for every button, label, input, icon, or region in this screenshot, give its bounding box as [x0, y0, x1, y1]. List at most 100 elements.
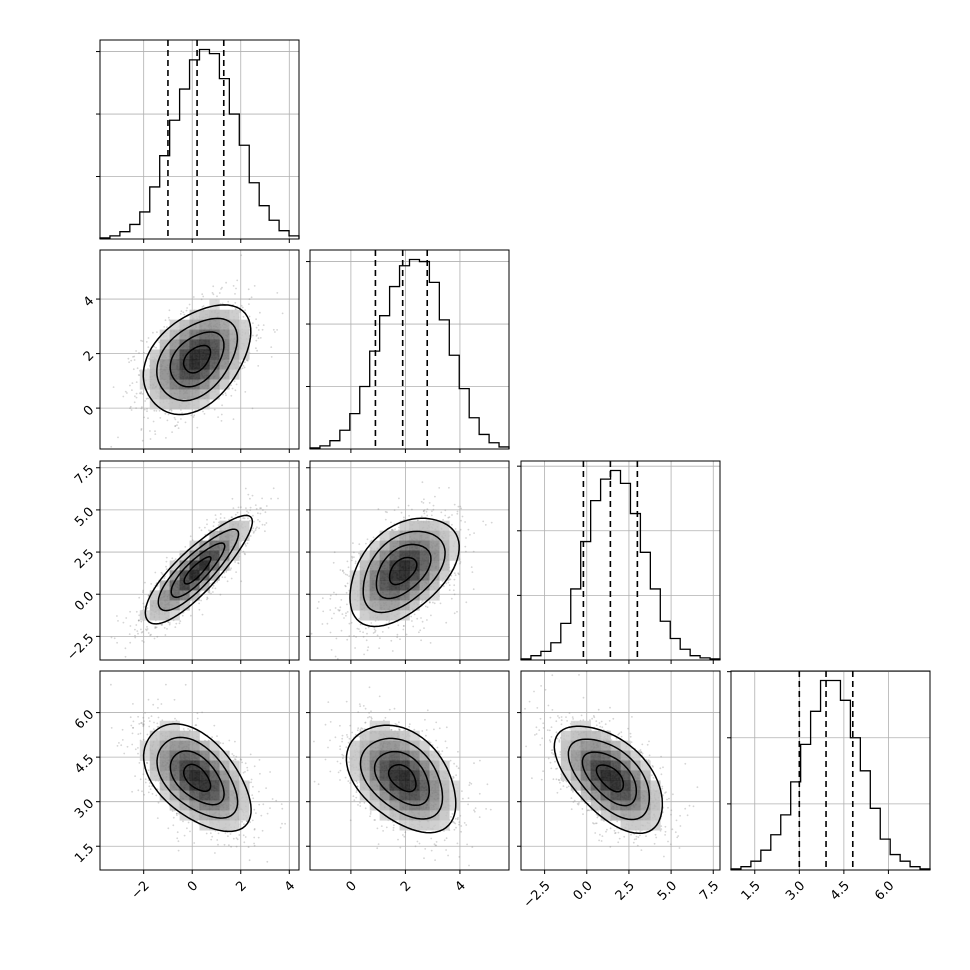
density-cell	[209, 299, 220, 310]
scatter-point	[358, 552, 360, 555]
scatter-point	[423, 512, 426, 515]
scatter-point	[260, 507, 262, 510]
density-cell	[199, 369, 210, 380]
scatter-point	[235, 287, 237, 290]
density-cell	[209, 349, 220, 360]
scatter-point	[174, 626, 177, 628]
density-cell	[199, 339, 210, 350]
scatter-point	[422, 502, 425, 504]
density-cell	[229, 359, 240, 370]
scatter-point	[244, 309, 247, 312]
scatter-point	[265, 522, 268, 524]
scatter-point	[192, 416, 195, 418]
scatter-point	[330, 649, 333, 651]
scatter-point	[240, 580, 243, 583]
scatter-point	[453, 593, 456, 596]
scatter-point	[175, 622, 178, 625]
scatter-point	[255, 335, 258, 337]
scatter-point	[207, 591, 210, 593]
scatter-point	[365, 639, 368, 642]
scatter-point	[473, 532, 475, 534]
scatter-point	[177, 421, 179, 424]
scatter-point	[448, 584, 451, 587]
density-cell	[179, 319, 190, 330]
scatter-point	[149, 634, 152, 637]
scatter-point	[141, 340, 144, 342]
scatter-panel-0-2	[96, 460, 300, 664]
scatter-point	[445, 621, 448, 624]
density-grid	[139, 520, 250, 621]
scatter-point	[147, 337, 150, 339]
scatter-point	[470, 566, 473, 568]
scatter-point	[177, 427, 180, 429]
scatter-point	[346, 603, 348, 606]
scatter-point	[189, 535, 192, 538]
scatter-point	[334, 655, 337, 658]
scatter-point	[237, 562, 240, 565]
scatter-point	[245, 507, 247, 509]
scatter-point	[420, 601, 423, 604]
scatter-point	[270, 497, 272, 500]
scatter-point	[130, 359, 133, 362]
scatter-point	[348, 635, 351, 637]
scatter-point	[221, 286, 223, 289]
scatter-point	[367, 646, 370, 649]
scatter-point	[166, 419, 169, 422]
scatter-point	[426, 606, 429, 608]
scatter-point	[258, 520, 261, 523]
scatter-point	[424, 605, 427, 608]
scatter-point	[110, 445, 113, 448]
density-cell	[179, 369, 190, 380]
scatter-point	[168, 409, 171, 412]
scatter-point	[235, 308, 237, 310]
scatter-point	[252, 322, 254, 324]
scatter-point	[454, 574, 457, 577]
scatter-point	[235, 571, 238, 573]
scatter-point	[154, 626, 157, 629]
scatter-point	[346, 560, 349, 563]
scatter-point	[396, 633, 399, 636]
scatter-point	[141, 630, 144, 633]
scatter-point	[212, 584, 215, 587]
scatter-point	[163, 627, 166, 629]
scatter-point	[122, 621, 125, 624]
scatter-point	[362, 635, 365, 638]
density-cell	[239, 520, 250, 531]
density-cell	[179, 339, 190, 350]
scatter-point	[201, 293, 204, 296]
scatter-point	[219, 517, 222, 519]
scatter-point	[390, 639, 393, 642]
scatter-point	[338, 609, 341, 611]
scatter-point	[400, 511, 403, 514]
density-cell	[209, 319, 220, 330]
scatter-point	[171, 431, 174, 433]
scatter-point	[456, 610, 458, 613]
scatter-point	[182, 311, 185, 314]
density-cell	[229, 319, 240, 330]
scatter-point	[141, 640, 144, 642]
scatter-point	[341, 613, 344, 615]
scatter-point	[396, 636, 399, 639]
scatter-point	[252, 334, 254, 337]
scatter-point	[263, 524, 266, 526]
scatter-point	[457, 505, 460, 508]
scatter-point	[135, 610, 138, 613]
density-cell	[179, 359, 190, 370]
scatter-point	[154, 571, 157, 574]
scatter-point	[244, 391, 247, 393]
scatter-point	[215, 518, 218, 520]
scatter-point	[348, 622, 351, 625]
scatter-point	[236, 279, 239, 282]
density-cell	[149, 359, 160, 370]
scatter-point	[200, 599, 203, 602]
scatter-point	[143, 641, 145, 643]
scatter-point	[140, 407, 143, 410]
scatter-point	[430, 614, 432, 617]
scatter-point	[198, 602, 201, 605]
scatter-point	[214, 587, 217, 590]
scatter-point	[181, 412, 184, 414]
scatter-point	[237, 562, 240, 564]
scatter-point	[251, 407, 254, 410]
scatter-point	[274, 331, 276, 333]
